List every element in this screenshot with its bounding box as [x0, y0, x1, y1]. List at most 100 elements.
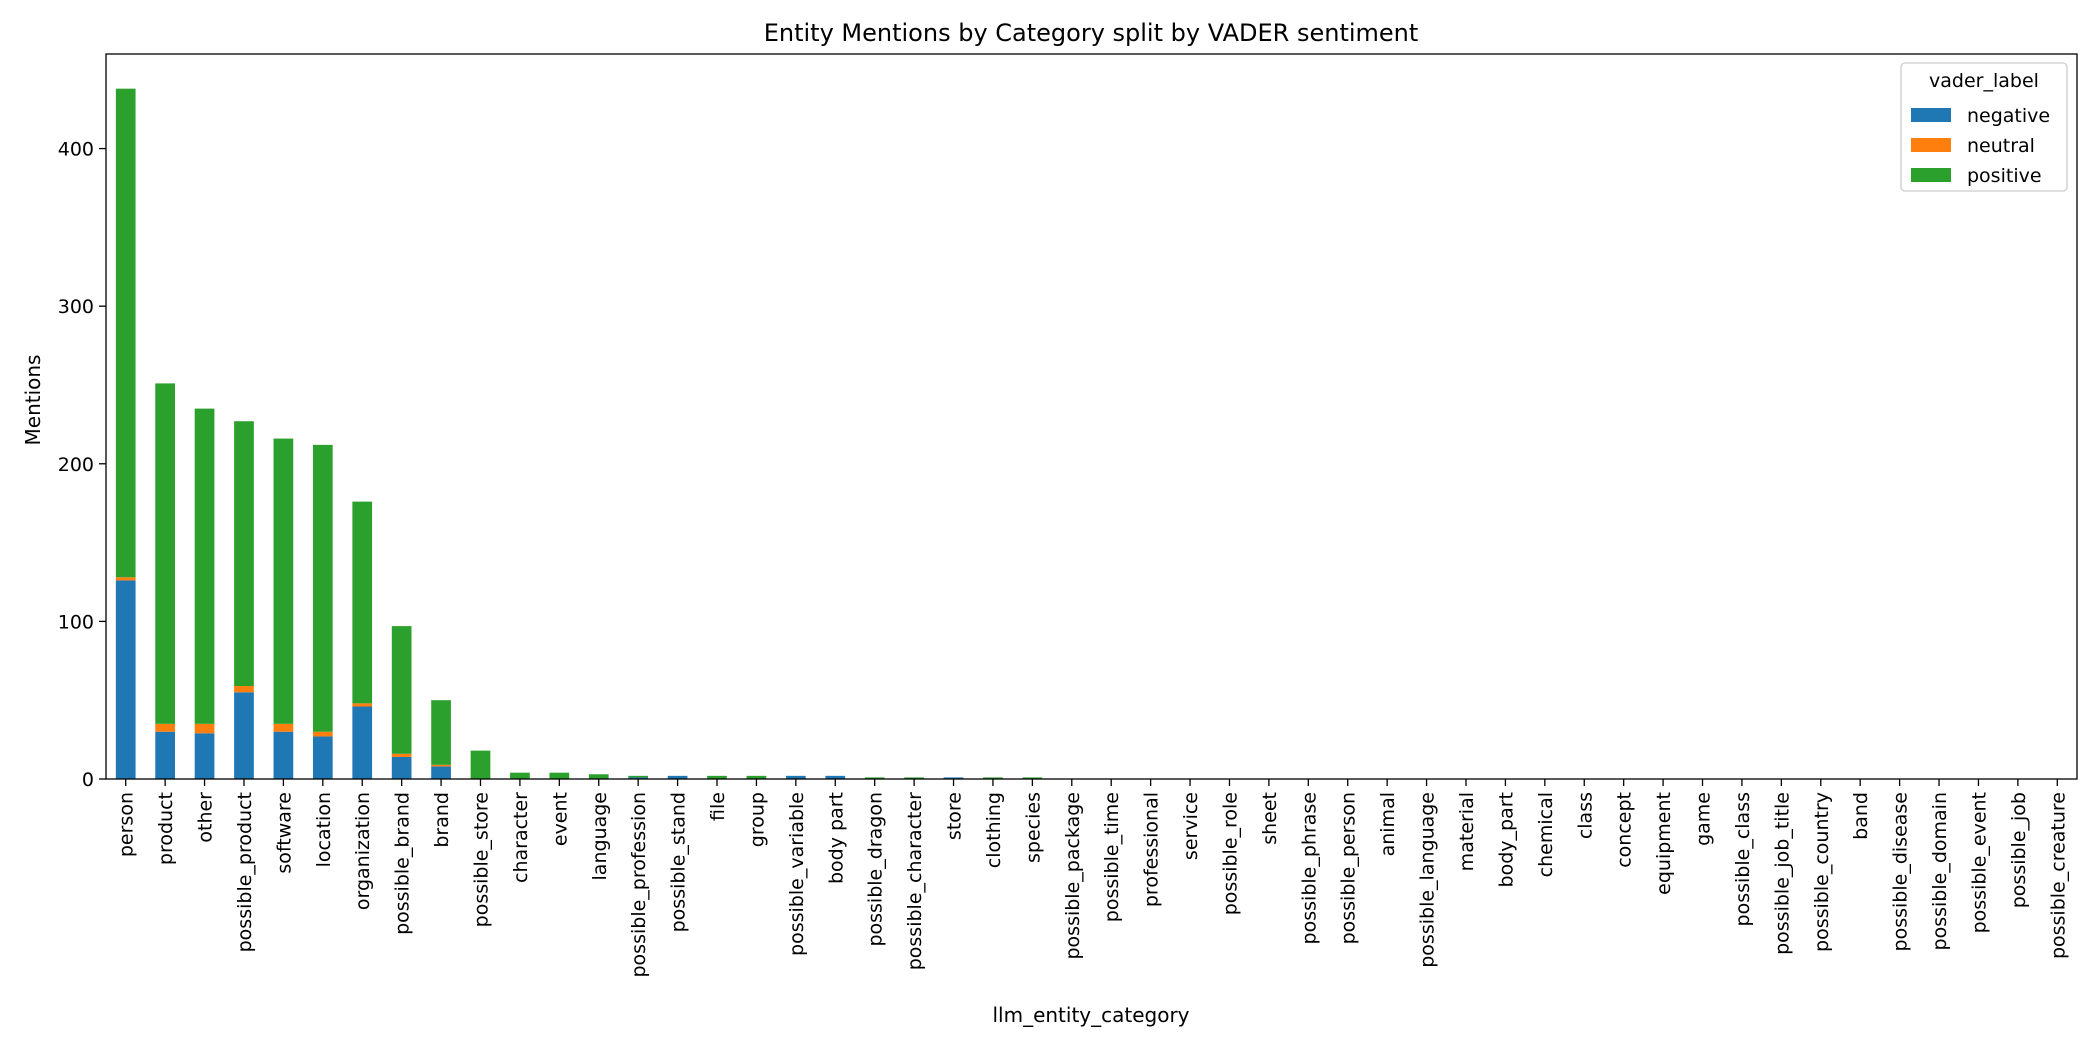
x-tick-label: brand — [431, 792, 453, 848]
x-tick-label: event — [549, 792, 571, 846]
x-tick-label: other — [195, 792, 217, 843]
bar-neutral-7 — [391, 753, 412, 757]
x-tick-label: possible_country — [1811, 792, 1833, 952]
bar-negative-2 — [194, 733, 215, 779]
bar-positive-19 — [864, 777, 885, 779]
x-tick-label: possible_product — [234, 792, 256, 952]
x-tick-label: professional — [1141, 792, 1163, 907]
x-tick-label: possible_event — [1968, 792, 1990, 933]
bar-negative-1 — [155, 731, 175, 779]
x-axis: person product other possible_product softwa… — [116, 779, 2069, 978]
legend-swatch-positive — [1911, 168, 1951, 182]
x-tick-label: possible_role — [1219, 792, 1241, 915]
bar-positive-0 — [115, 88, 136, 578]
x-tick-label: possible_disease — [1890, 792, 1912, 951]
bar-positive-9 — [470, 750, 491, 779]
bar-negative-3 — [234, 692, 254, 779]
y-tick-label: 100 — [58, 611, 94, 633]
y-tick-label: 300 — [58, 296, 94, 318]
x-tick-label: sheet — [1259, 792, 1281, 845]
bar-positive-11 — [549, 772, 570, 779]
x-tick-label: possible_domain — [1929, 792, 1951, 950]
bar-positive-6 — [352, 501, 373, 704]
bar-positive-10 — [510, 772, 530, 779]
x-tick-label: possible_stand — [668, 792, 690, 932]
legend-title: vader_label — [1929, 70, 2039, 92]
x-tick-label: organization — [352, 792, 374, 910]
x-tick-label: concept — [1614, 792, 1636, 868]
bar-positive-4 — [273, 438, 294, 724]
x-tick-label: person — [116, 792, 138, 857]
bar-negative-21 — [943, 777, 964, 779]
x-tick-label: product — [155, 792, 177, 865]
x-tick-label: service — [1180, 792, 1202, 860]
x-tick-label: possible_store — [470, 792, 492, 927]
x-tick-label: possible_phrase — [1298, 792, 1320, 944]
x-tick-label: file — [707, 792, 729, 821]
bar-positive-15 — [707, 775, 727, 779]
x-tick-label: material — [1456, 792, 1478, 871]
bar-positive-22 — [983, 777, 1003, 779]
bar-positive-16 — [746, 775, 767, 779]
bar-negative-7 — [391, 756, 412, 779]
x-tick-label: band — [1850, 792, 1872, 840]
x-tick-label: possible_time — [1101, 792, 1123, 922]
legend-label-positive: positive — [1967, 165, 2042, 187]
y-axis: 0 100 200 300 400 — [58, 139, 106, 791]
bar-positive-8 — [431, 700, 451, 765]
x-tick-label: possible_job — [2008, 792, 2030, 908]
y-axis-title: Mentions — [21, 355, 45, 446]
x-tick-label: equipment — [1653, 792, 1675, 895]
x-tick-label: possible_profession — [628, 792, 650, 978]
bar-neutral-3 — [234, 686, 254, 693]
chart-title: Entity Mentions by Category split by VAD… — [764, 19, 1419, 47]
bar-negative-5 — [312, 736, 333, 779]
x-tick-label: possible_package — [1062, 792, 1084, 960]
x-tick-label: possible_dragon — [865, 792, 887, 947]
legend: vader_label negative neutral positive — [1900, 62, 2068, 192]
x-tick-label: possible_class — [1732, 792, 1754, 926]
bar-neutral-8 — [431, 764, 451, 767]
x-tick-label: group — [746, 792, 768, 847]
y-tick-label: 0 — [82, 769, 94, 791]
x-tick-label: location — [313, 792, 335, 867]
y-tick-label: 200 — [58, 454, 94, 476]
bar-neutral-2 — [194, 723, 215, 734]
bar-neutral-4 — [273, 723, 294, 732]
bar-neutral-5 — [312, 731, 333, 737]
x-tick-label: possible_brand — [392, 792, 414, 935]
bar-positive-13 — [628, 775, 649, 778]
x-tick-label: possible_creature — [2047, 792, 2069, 959]
legend-box — [1900, 62, 2068, 192]
plot-frame — [105, 53, 2078, 780]
x-tick-label: body part — [825, 792, 847, 884]
bar-neutral-1 — [155, 723, 175, 732]
bar-negative-18 — [825, 775, 846, 779]
x-tick-label: store — [944, 792, 966, 840]
x-tick-label: body_part — [1495, 792, 1517, 887]
bar-positive-2 — [194, 408, 215, 724]
x-tick-label: possible_job_title — [1771, 792, 1793, 955]
x-tick-label: possible_person — [1338, 792, 1360, 944]
bar-positive-7 — [391, 626, 412, 754]
bars-layer — [115, 88, 1043, 779]
x-tick-label: character — [510, 792, 532, 883]
x-tick-label: software — [273, 792, 295, 874]
bar-positive-12 — [588, 774, 609, 779]
x-axis-title: llm_entity_category — [992, 1003, 1189, 1027]
legend-label-negative: negative — [1967, 105, 2050, 127]
x-tick-label: animal — [1377, 792, 1399, 856]
bar-neutral-6 — [352, 703, 373, 707]
bar-negative-17 — [785, 775, 806, 779]
bar-negative-0 — [115, 580, 136, 779]
bar-neutral-0 — [115, 577, 136, 581]
bar-negative-14 — [667, 775, 688, 779]
x-tick-label: possible_character — [904, 792, 926, 970]
y-tick-label: 400 — [58, 139, 94, 161]
bar-positive-1 — [155, 383, 175, 724]
legend-swatch-negative — [1911, 108, 1951, 122]
bar-positive-5 — [312, 444, 333, 732]
bar-positive-3 — [234, 421, 254, 687]
